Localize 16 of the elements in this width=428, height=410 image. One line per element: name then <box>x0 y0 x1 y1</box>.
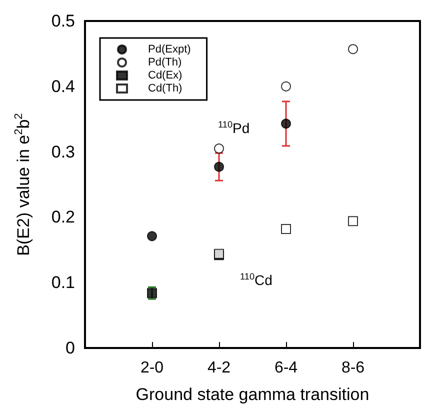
y-tick-label: 0.3 <box>51 142 75 162</box>
x-tick-label: 6-4 <box>274 360 298 376</box>
legend-label: Pd(Th) <box>148 56 182 68</box>
legend-label: Pd(Expt) <box>148 44 191 56</box>
x-tick-label: 2-0 <box>140 360 164 376</box>
legend-label: Cd(Ex) <box>148 70 182 82</box>
y-tick-label: 0.1 <box>51 273 75 292</box>
y-axis-title: B(E2) value in e2b2 <box>13 113 33 256</box>
x-tick-label: 8-6 <box>341 360 365 376</box>
y-tick-label: 0 <box>66 338 75 358</box>
y-tick-label: 0.5 <box>51 12 75 30</box>
legend-label: Cd(Th) <box>148 82 182 94</box>
x-tick-label: 4-2 <box>207 360 231 376</box>
y-tick-label: 0.2 <box>51 208 75 227</box>
y-tick-label: 0.4 <box>51 76 75 96</box>
x-axis-title: Ground state gamma transition <box>136 385 370 404</box>
